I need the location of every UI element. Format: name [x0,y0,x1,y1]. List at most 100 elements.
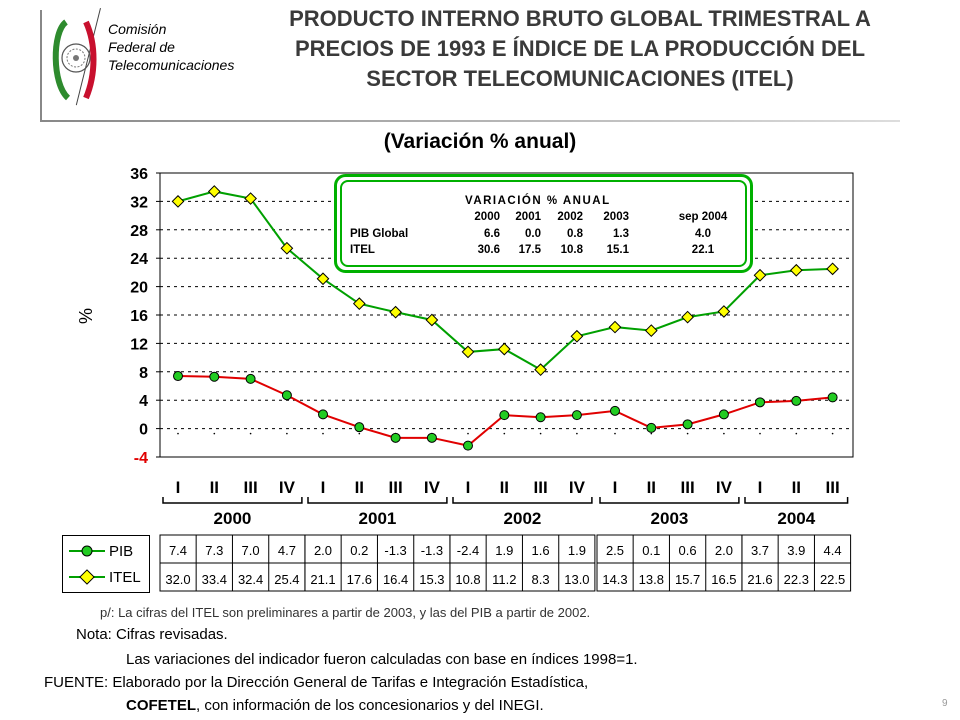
table-cell-itel: 15.3 [419,572,444,587]
table-cell-pib: 3.9 [787,543,805,558]
table-cell-itel: 17.6 [347,572,372,587]
zero-dot [759,432,761,435]
y-axis-label: % [76,308,96,324]
data-point-pib [354,422,365,433]
data-point-itel [244,192,257,205]
y-tick-label: 28 [130,223,148,240]
data-point-itel [352,297,366,311]
nota-detail: Las variaciones del indicador fueron cal… [126,651,638,668]
table-cell-itel: 32.4 [238,572,263,587]
data-point-itel [717,305,731,318]
table-cell-itel: 21.1 [310,572,335,587]
cofetel-seal-icon [52,19,97,101]
quarter-label: II [647,478,656,497]
inset-summary-table: VARIACIÓN % ANUAL 2000 2001 2002 2003 sep 20… [334,174,753,273]
zero-dot [723,432,725,435]
table-cell-itel: 21.6 [747,572,772,587]
legend-pib-marker [81,545,93,557]
quarter-label: II [500,478,509,497]
data-point-pib [318,409,328,420]
data-point-itel [389,305,402,319]
year-bracket [162,497,303,504]
quarter-label: II [792,478,801,497]
table-cell-pib: 7.0 [242,543,260,558]
data-point-itel [461,345,475,359]
data-point-itel [316,272,330,286]
quarter-label: IV [716,478,733,497]
data-point-itel [207,185,221,198]
table-cell-pib: 1.9 [495,543,513,558]
data-point-pib [791,395,802,406]
table-cell-itel: 32.0 [165,572,190,587]
table-cell-pib: 0.6 [679,543,697,558]
quarter-label: II [210,478,219,497]
zero-dot [539,432,542,435]
quarter-label: IV [279,478,296,497]
legend-pib-label: PIB [109,543,133,560]
data-point-itel [753,268,767,282]
logo-line: Telecomunicaciones [108,57,235,73]
data-point-pib [755,397,765,408]
table-cell-pib: -2.4 [457,543,479,558]
legend-itel-label: ITEL [109,569,141,586]
title-line: SECTOR TELECOMUNICACIONES (ITEL) [366,66,794,91]
data-point-pib [827,392,838,403]
table-cell-pib: 0.1 [642,543,660,558]
logo-line: Federal de [108,39,175,55]
inset-cell: 6.6 [484,228,500,240]
inset-cell: 1.3 [613,228,629,240]
table-cell-pib: 1.6 [532,543,550,558]
nota-label: Nota: Cifras revisadas. [76,626,228,643]
data-point-pib [426,432,437,443]
y-tick-label: 4 [139,393,148,410]
table-cell-pib: 7.4 [169,543,187,558]
data-point-pib [571,410,582,421]
data-point-pib [463,440,473,451]
year-label: 2001 [359,509,397,528]
series-group [171,185,839,451]
inset-cells: 2000 2001 2002 2003 sep 2004 PIB Global 6.6 0.0… [350,211,728,256]
x-axis: I II III IV I II III IV I II III IV I II III IV I II III20… [162,478,849,528]
y-tick-label: 24 [130,251,148,268]
data-point-pib [610,405,620,416]
table-cell-pib: 2.0 [314,543,332,558]
zero-dot [177,432,179,435]
inset-cell: 17.5 [519,244,542,256]
table-cell-itel: 16.4 [383,572,408,587]
year-label: 2003 [651,509,689,528]
zero-dot [795,432,798,435]
year-bracket [744,497,849,504]
header-bottom-rule [40,120,900,122]
data-point-itel [171,195,185,208]
table-cell-itel: 25.4 [274,572,299,587]
table-cell-itel: 15.7 [675,572,700,587]
quarter-label: IV [424,478,441,497]
quarter-label: I [466,478,471,497]
table-cell-itel: 33.4 [202,572,227,587]
data-point-itel [826,262,839,276]
inset-inner-border [340,180,747,267]
year-bracket [307,497,448,504]
table-cell-pib: 1.9 [568,543,586,558]
data-point-itel [570,329,584,343]
table-cell-itel: 22.5 [820,572,845,587]
table-cell-pib: -1.3 [384,543,406,558]
table-cell-pib: 7.3 [205,543,223,558]
data-point-itel [608,320,622,334]
quarter-label: I [321,478,326,497]
zero-dot [686,432,689,435]
year-bracket [452,497,593,504]
inset-cell: 0.0 [525,228,541,240]
table-cell-pib: 2.0 [715,543,733,558]
quarter-label: I [613,478,618,497]
inset-title: VARIACIÓN % ANUAL [465,194,611,207]
y-tick-label: 8 [139,365,148,382]
data-point-itel [280,241,294,255]
quarter-label: III [244,478,258,497]
page-number: 9 [942,698,948,709]
inset-cell: 15.1 [607,244,630,256]
zero-dot [614,432,616,435]
inset-col-header: 2000 [474,211,500,223]
inset-col-header: 2001 [515,211,541,223]
zero-dot [358,432,361,435]
